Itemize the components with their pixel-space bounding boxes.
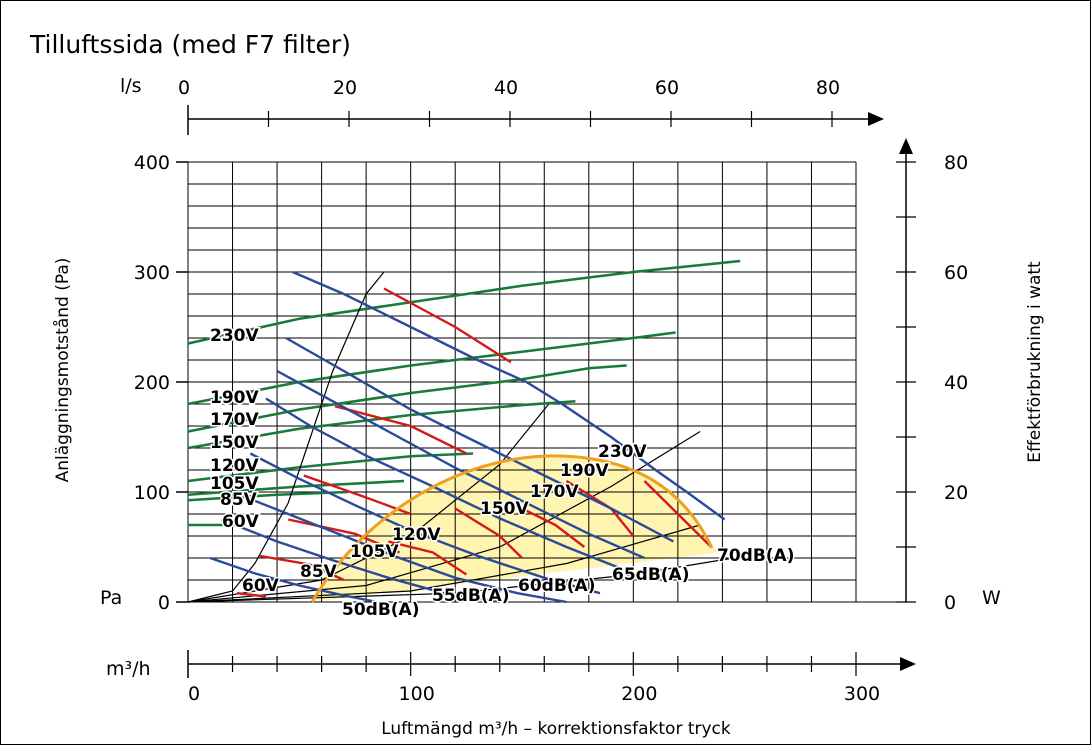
top-axis-arrow — [868, 112, 884, 126]
x-unit-label: m³/h — [106, 658, 151, 680]
fan-curve-85V — [220, 518, 500, 604]
y-tick-label: 100 — [134, 482, 170, 504]
y-unit-label: Pa — [100, 587, 122, 609]
fan-label-190V: 190V — [560, 461, 609, 481]
sound-label: 50dB(A) — [342, 600, 419, 620]
sound-label: 65dB(A) — [612, 565, 689, 585]
axes: 0 100 200 300 400 Pa 0 20 40 60 80 W 0 20 40 60 80 l/s 0 10… — [100, 75, 1001, 705]
y-tick-label: 200 — [134, 372, 170, 394]
fan-curves — [209, 270, 726, 604]
x-tick-label: 200 — [621, 683, 657, 705]
fan-label-105V: 105V — [350, 542, 399, 562]
system-curve — [187, 403, 550, 603]
fan-curve-60V — [209, 556, 378, 604]
power-label-105V: 105V — [210, 474, 259, 494]
sound-curve — [383, 287, 512, 364]
operating-zone-boundary — [310, 454, 714, 603]
y2-tick-label: 20 — [944, 482, 968, 504]
labels: 230V190V170V150V120V105V85V60V230V190V17… — [209, 325, 796, 622]
top-tick-label: 40 — [494, 77, 518, 99]
grid — [187, 161, 857, 603]
top-tick-label: 80 — [816, 77, 840, 99]
fan-label-150V: 150V — [480, 499, 529, 519]
y2-unit-label: W — [982, 587, 1001, 609]
fan-label-170V: 170V — [530, 482, 579, 502]
power-curve-150V — [187, 399, 576, 450]
x-tick-label: 0 — [188, 683, 200, 705]
y-tick-label: 400 — [134, 152, 170, 174]
sound-curves — [236, 287, 713, 598]
fan-curve-105V — [232, 490, 567, 604]
power-curve-120V — [187, 452, 474, 483]
sound-curve — [643, 480, 713, 548]
y-tick-label: 300 — [134, 262, 170, 284]
chart-title: Tilluftssida (med F7 filter) — [29, 30, 351, 59]
sound-curve — [388, 540, 467, 576]
sound-label: 70dB(A) — [717, 546, 794, 566]
sound-curve — [259, 554, 345, 582]
sound-curve — [334, 405, 467, 455]
bottom-axis-arrow — [900, 657, 916, 671]
x-tick-label: 300 — [844, 683, 880, 705]
fan-label-230V: 230V — [598, 442, 647, 462]
y2-tick-label: 0 — [944, 592, 956, 614]
top-unit-label: l/s — [120, 75, 142, 97]
power-curve-85V — [187, 490, 349, 502]
fan-label-60V: 60V — [242, 576, 280, 596]
fan-curve-170V — [276, 369, 645, 560]
power-label-230V: 230V — [210, 326, 259, 346]
power-curve-170V — [187, 364, 627, 433]
power-label-170V: 170V — [210, 410, 259, 430]
fan-label-120V: 120V — [392, 525, 441, 545]
sound-label: 60dB(A) — [518, 576, 595, 596]
sound-curve — [287, 518, 400, 554]
power-curve-105V — [187, 479, 405, 497]
fan-label-85V: 85V — [300, 562, 338, 582]
x-axis-title: Luftmängd m³/h – korrektionsfaktor tryck — [381, 719, 731, 739]
x-tick-label: 100 — [399, 683, 435, 705]
y-tick-label: 0 — [158, 592, 170, 614]
system-curves — [187, 271, 734, 603]
system-curve — [187, 430, 701, 603]
top-tick-label: 0 — [178, 77, 190, 99]
y2-axis-title: Effektförbrukning i watt — [1025, 261, 1045, 463]
sound-curve — [454, 507, 523, 559]
y2-tick-label: 40 — [944, 372, 968, 394]
sound-label: 55dB(A) — [432, 586, 509, 606]
power-curve-190V — [187, 331, 676, 406]
y2-tick-label: 80 — [944, 152, 968, 174]
y-axis-title: Anläggningsmotstånd (Pa) — [52, 258, 73, 483]
power-label-190V: 190V — [210, 388, 259, 408]
system-curve — [187, 524, 701, 603]
fan-curve-190V — [285, 336, 674, 543]
fan-curve-120V — [249, 452, 601, 595]
power-label-120V: 120V — [210, 456, 259, 476]
power-label-85V: 85V — [220, 490, 258, 510]
sound-curve — [236, 592, 267, 598]
top-tick-label: 60 — [655, 77, 679, 99]
y2-tick-label: 60 — [944, 262, 968, 284]
top-tick-label: 20 — [333, 77, 357, 99]
power-label-60V: 60V — [222, 512, 260, 532]
system-curve — [187, 271, 385, 603]
sound-curve — [510, 501, 586, 548]
power-curve-230V — [187, 259, 741, 345]
power-label-150V: 150V — [210, 433, 259, 453]
system-curve — [187, 557, 734, 603]
fan-curve-230V — [292, 270, 726, 521]
y2-axis-arrow — [899, 138, 913, 154]
